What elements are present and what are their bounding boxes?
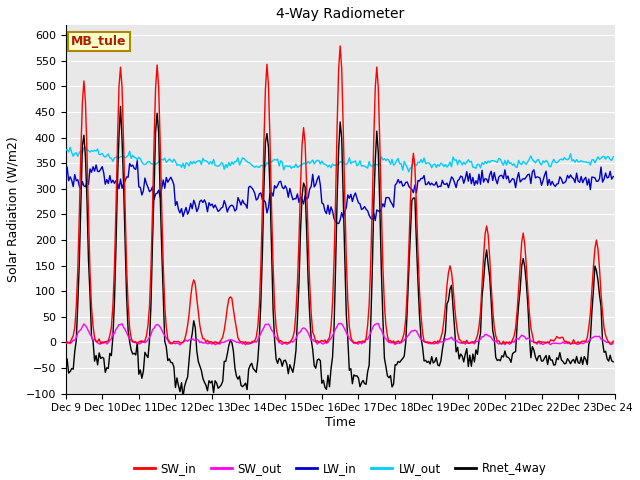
X-axis label: Time: Time <box>324 416 356 429</box>
Title: 4-Way Radiometer: 4-Way Radiometer <box>276 7 404 21</box>
Text: MB_tule: MB_tule <box>71 35 127 48</box>
Y-axis label: Solar Radiation (W/m2): Solar Radiation (W/m2) <box>7 136 20 282</box>
Legend: SW_in, SW_out, LW_in, LW_out, Rnet_4way: SW_in, SW_out, LW_in, LW_out, Rnet_4way <box>129 457 552 480</box>
